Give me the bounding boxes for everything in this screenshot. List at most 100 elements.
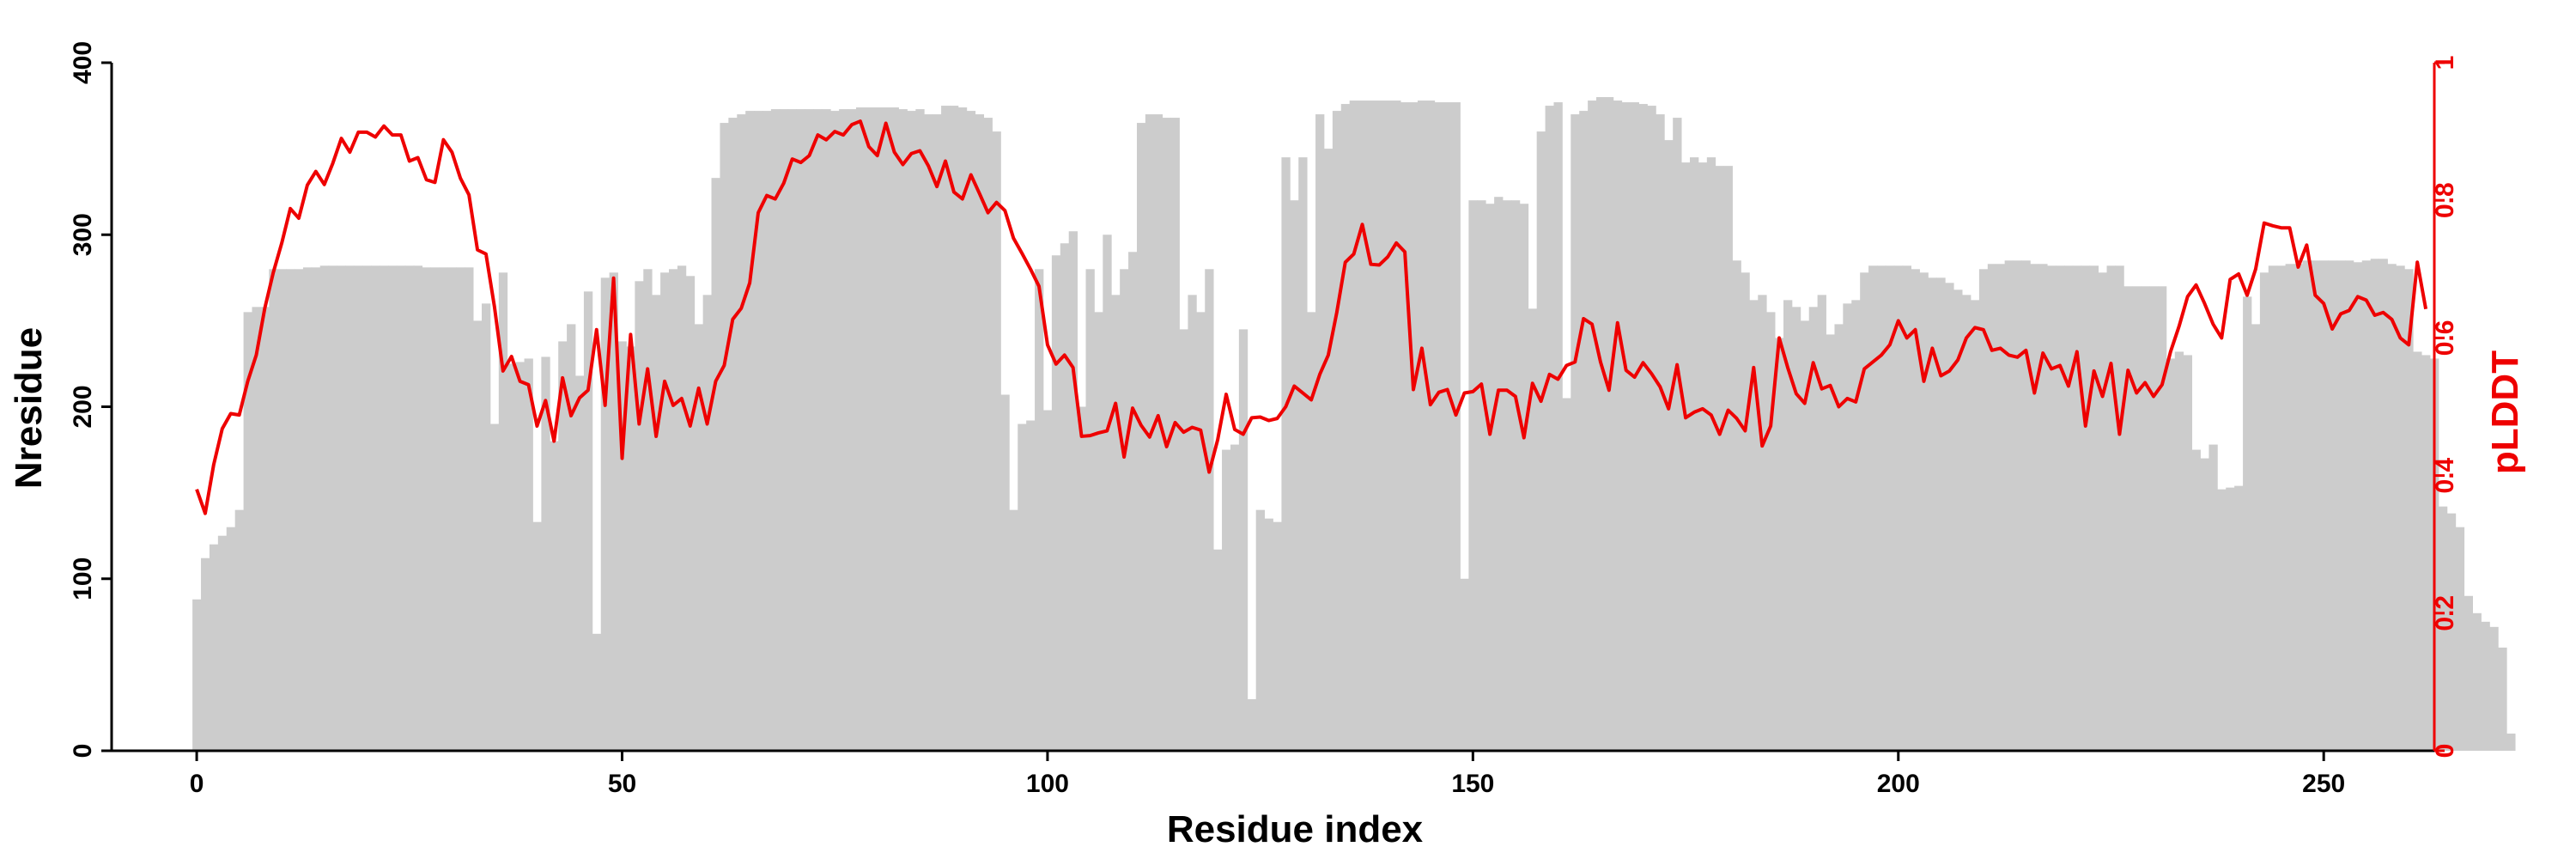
bar [1298,157,1308,751]
bar [1902,265,1912,751]
bar [489,423,500,751]
bar [1000,394,1010,751]
bar [2132,286,2142,751]
bar [2123,286,2133,751]
bar [711,178,720,752]
axes [101,61,2445,761]
bar [915,109,925,751]
bar [2149,286,2159,751]
bar [1571,114,1580,751]
y-right-tick-label: 1 [2431,56,2459,70]
bar [762,111,772,751]
bar [1681,162,1691,751]
bar [1613,101,1623,751]
series-line [195,119,2428,515]
bar [2498,647,2507,751]
bar [2157,286,2167,751]
bar [1996,264,2006,751]
bar [2217,489,2227,751]
bar [2115,265,2124,751]
bar [2234,485,2244,751]
bar [1264,518,1273,751]
bar [1962,295,1971,752]
bar [2243,296,2252,752]
bar [702,295,712,752]
bar [1477,200,1486,751]
bar [1188,295,1197,752]
bar [1783,300,1793,752]
bar [1026,420,1036,751]
bar [345,265,355,751]
bar [1978,269,1989,751]
bar [652,295,661,752]
bar [1919,272,1929,751]
bar [2481,621,2490,751]
bar [1255,509,1265,751]
bar [2353,262,2363,751]
bar [1860,272,1869,751]
bar [1077,406,1086,751]
bar [796,109,805,751]
bar [941,106,951,751]
bar [609,272,618,751]
bar [328,265,337,751]
bar [2396,265,2405,751]
plddt-series [195,119,2428,515]
bar [2413,351,2422,751]
bar [1638,104,1648,751]
bar [848,109,857,751]
bar [319,265,330,751]
bar [1358,101,1367,751]
bar [975,114,985,751]
bar [2387,264,2397,751]
bar [260,307,270,751]
tick-labels: 0 50 100 150 200 250 0 100 200 300 400 0 0.2 0.4 0.6 0.… [69,41,2459,798]
bar [992,131,1001,752]
bar [575,375,585,751]
bar [465,267,474,751]
bar [1162,118,1171,751]
bar [2089,265,2099,751]
bars-series [192,97,2516,752]
bar [430,267,440,751]
bar [2004,260,2014,751]
bar [192,599,202,751]
bar [1485,204,1495,751]
bar [2446,513,2457,751]
bar [2506,733,2516,751]
bar [1503,200,1512,751]
bar [277,269,287,751]
bar [1230,444,1240,751]
bar [1826,334,1835,751]
bar [1656,114,1665,751]
bar [1843,303,1852,752]
bar [1851,300,1861,752]
bar [1213,549,1223,751]
bar [1987,264,1997,751]
bar [2226,487,2235,751]
bar [907,111,916,751]
bar [1945,283,1954,751]
bar [1817,295,1826,752]
bar [2344,260,2354,751]
bar [1460,578,1469,751]
bar [1510,200,1521,751]
bar [1698,162,1708,751]
bar [1103,235,1112,751]
y-right-axis-title: pLDDT [2484,350,2526,474]
bar [252,307,261,751]
bar [1690,157,1699,751]
bar [507,363,517,751]
bar [1366,101,1376,751]
bar [226,527,236,751]
bar [2421,355,2431,751]
bar [515,362,525,751]
bar [669,269,678,751]
bar [1808,307,1819,751]
bar [1042,410,1053,751]
bar [1545,106,1554,751]
bar [2259,272,2269,751]
bar [558,341,568,751]
bar [243,312,252,751]
bar [2464,595,2473,751]
